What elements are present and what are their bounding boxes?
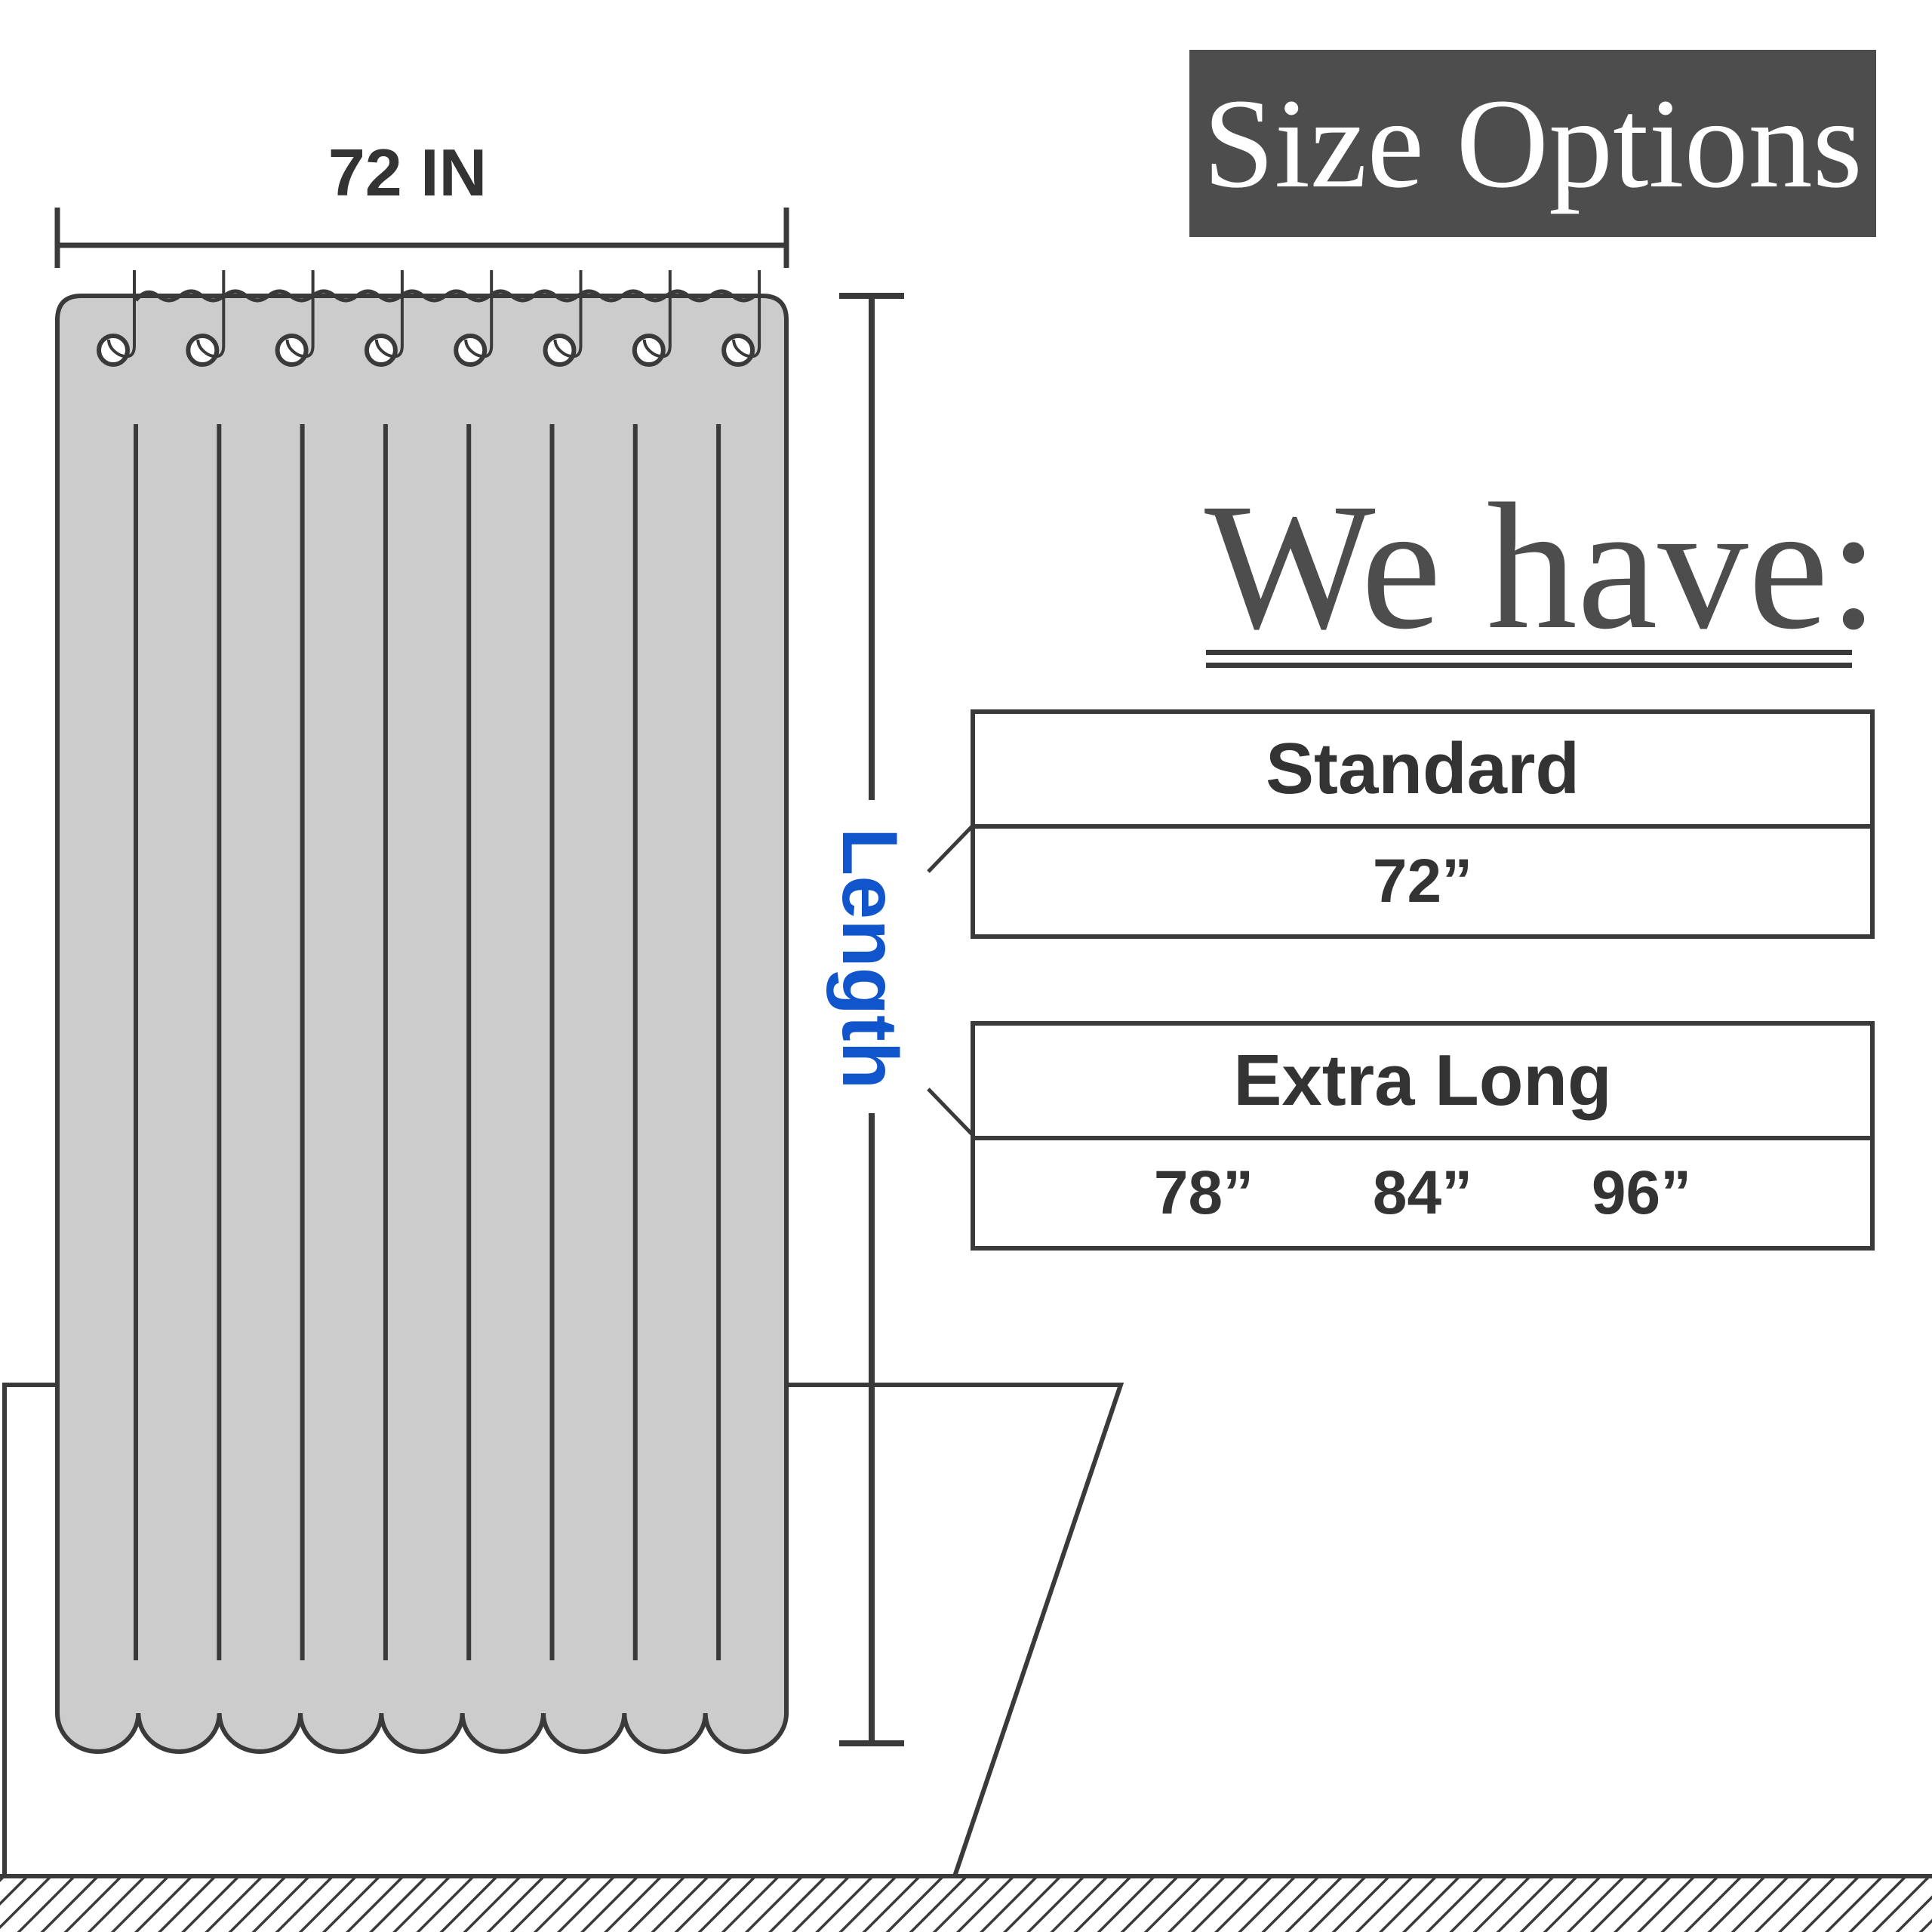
standard-option-name: Standard (1265, 728, 1580, 809)
curtain-hook (107, 270, 136, 358)
extra-long-value-84: 84” (1372, 1158, 1473, 1227)
standard-value: 72” (1372, 847, 1473, 915)
curtain-hook (285, 270, 315, 358)
width-label: 72 IN (328, 135, 488, 210)
standard-values: 72” (975, 829, 1870, 934)
we-have-underline-bottom (1206, 663, 1852, 668)
extra-long-option-name: Extra Long (1233, 1040, 1612, 1121)
we-have-underline-top (1206, 650, 1852, 655)
curtain-hook (732, 270, 761, 358)
curtain-hook (196, 270, 226, 358)
extra-long-divider (975, 1136, 1870, 1140)
size-options-title: Size Options (1189, 50, 1876, 237)
curtain-grommets (97, 270, 761, 367)
curtain-hook (642, 270, 672, 358)
we-have-heading: We have: (1204, 466, 1879, 666)
curtain-body (55, 294, 789, 1754)
length-label: Length (824, 808, 915, 1109)
curtain-hook (464, 270, 494, 358)
extra-long-value-78: 78” (1153, 1158, 1254, 1227)
curtain-hook (553, 270, 583, 358)
curtain-hook (374, 270, 404, 358)
standard-option-box: Standard 72” (971, 709, 1875, 939)
standard-divider (975, 824, 1870, 829)
extra-long-values: 78” 84” 96” (975, 1140, 1870, 1246)
connector-lines (927, 825, 974, 1136)
curtain-top-scallops (134, 289, 756, 303)
length-dimension (839, 293, 904, 1746)
curtain-pleats (134, 424, 721, 1660)
width-dimension (54, 208, 789, 268)
extra-long-value-96: 96” (1591, 1158, 1692, 1227)
extra-long-option-box: Extra Long 78” 84” 96” (971, 1021, 1875, 1251)
floor-hatch (0, 1876, 1932, 1932)
